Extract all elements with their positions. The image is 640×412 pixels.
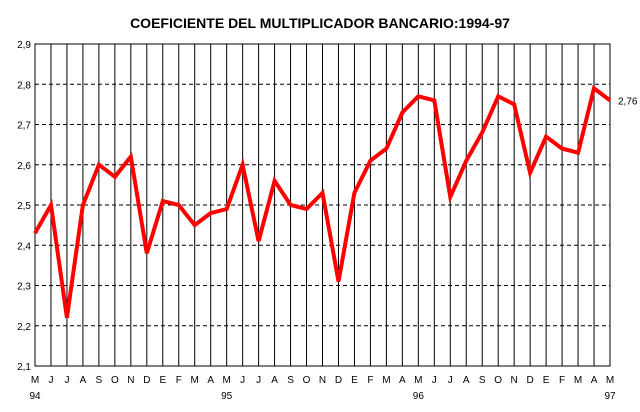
- x-tick-label: S: [479, 375, 486, 386]
- grid: [34, 44, 611, 366]
- x-tick-label: M: [606, 375, 614, 386]
- chart-title: COEFICIENTE DEL MULTIPLICADOR BANCARIO:1…: [130, 15, 510, 31]
- x-tick-label: O: [494, 375, 502, 386]
- y-tick-label: 2,1: [17, 362, 31, 373]
- y-tick-label: 2,8: [17, 80, 31, 91]
- y-tick-labels: 2,1 2,2 2,3 2,4 2,5 2,6 2,7 2,8 2,9: [17, 40, 31, 373]
- x-tick-label: F: [559, 375, 565, 386]
- x-tick-label: A: [207, 375, 214, 386]
- year-label: 97: [604, 391, 616, 402]
- y-tick-label: 2,4: [17, 241, 31, 252]
- y-tick-label: 2,5: [17, 201, 31, 212]
- x-tick-label: A: [591, 375, 598, 386]
- x-tick-label: O: [111, 375, 119, 386]
- x-tick-label: M: [382, 375, 390, 386]
- series-layer: [33, 84, 612, 318]
- x-tick-label: M: [191, 375, 199, 386]
- x-tick-label: J: [432, 375, 437, 386]
- x-tick-label: F: [367, 375, 373, 386]
- x-tick-label: A: [271, 375, 278, 386]
- y-tick-label: 2,2: [17, 322, 31, 333]
- x-tick-label: F: [176, 375, 182, 386]
- x-tick-label: S: [287, 375, 294, 386]
- x-tick-label: D: [335, 375, 342, 386]
- x-tick-label: N: [319, 375, 326, 386]
- axes: [34, 43, 611, 367]
- year-labels: 94 95 96 97: [29, 391, 616, 402]
- x-tick-label: D: [143, 375, 150, 386]
- y-tick-label: 2,7: [17, 121, 31, 132]
- x-tick-label: E: [351, 375, 358, 386]
- last-value-label: 2,76: [618, 96, 638, 107]
- x-tick-label: J: [256, 375, 261, 386]
- x-tick-label: M: [31, 375, 39, 386]
- x-tick-label: M: [414, 375, 422, 386]
- y-tick-label: 2,3: [17, 282, 31, 293]
- x-tick-label: N: [511, 375, 518, 386]
- x-tick-label: A: [463, 375, 470, 386]
- year-label: 95: [221, 391, 233, 402]
- x-tick-label: J: [64, 375, 69, 386]
- x-tick-label: S: [96, 375, 103, 386]
- x-tick-label: O: [303, 375, 311, 386]
- x-tick-label: D: [527, 375, 534, 386]
- year-label: 94: [29, 391, 41, 402]
- x-tick-label: J: [48, 375, 53, 386]
- x-tick-label: J: [240, 375, 245, 386]
- x-tick-label: A: [80, 375, 87, 386]
- x-tick-label: E: [159, 375, 166, 386]
- x-tick-label: E: [543, 375, 550, 386]
- x-tick-label: A: [399, 375, 406, 386]
- year-label: 96: [413, 391, 425, 402]
- y-tick-label: 2,9: [17, 40, 31, 51]
- x-tick-label: M: [222, 375, 230, 386]
- x-tick-label: N: [127, 375, 134, 386]
- x-tick-label: M: [574, 375, 582, 386]
- plot-frame: [34, 43, 611, 367]
- x-tick-label: J: [448, 375, 453, 386]
- y-tick-label: 2,6: [17, 161, 31, 172]
